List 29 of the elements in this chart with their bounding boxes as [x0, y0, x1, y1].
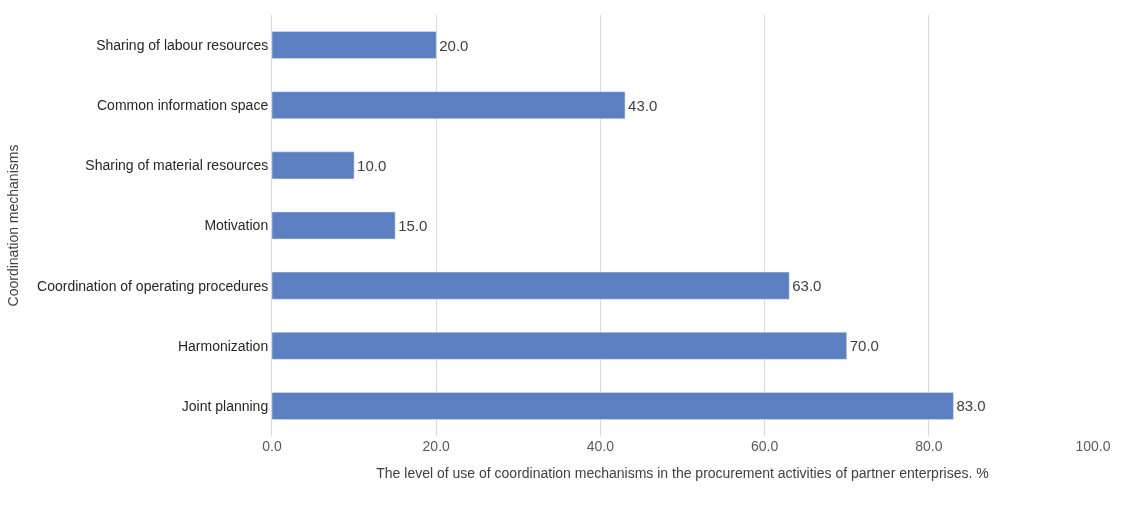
y-tick-label: Motivation	[204, 217, 269, 234]
bar	[272, 392, 954, 420]
data-label: 10.0	[357, 156, 387, 174]
x-tick-label: 100.0	[1075, 438, 1111, 454]
data-label: 70.0	[849, 337, 879, 355]
bar	[272, 91, 626, 119]
y-tick-label: Sharing of labour resources	[96, 36, 269, 53]
data-label: 83.0	[956, 397, 986, 415]
x-tick-label: 40.0	[586, 438, 615, 454]
bar	[272, 332, 847, 360]
bar	[272, 151, 355, 180]
data-label: 63.0	[792, 277, 822, 295]
x-axis-title: The level of use of coordination mechanisms in the procurement activities of partner enterprises. %	[376, 465, 989, 482]
y-tick-label: Sharing of material resources	[85, 157, 269, 174]
bar	[272, 271, 790, 300]
bar	[272, 211, 396, 240]
x-tick-label: 0.0	[262, 438, 282, 454]
data-label: 20.0	[439, 36, 469, 54]
y-tick-label: Common information space	[97, 97, 269, 114]
data-label: 15.0	[398, 217, 428, 234]
x-tick-label: 80.0	[915, 438, 943, 454]
x-tick-label: 60.0	[750, 438, 779, 454]
data-label: 43.0	[628, 96, 658, 114]
y-tick-label: Coordination of operating procedures	[37, 277, 269, 294]
y-axis-title: Coordination mechanisms	[4, 144, 21, 307]
y-tick-label: Joint planning	[181, 397, 269, 414]
y-tick-label: Harmonization	[177, 337, 269, 354]
bar	[272, 31, 437, 59]
x-tick-label: 20.0	[422, 438, 451, 454]
